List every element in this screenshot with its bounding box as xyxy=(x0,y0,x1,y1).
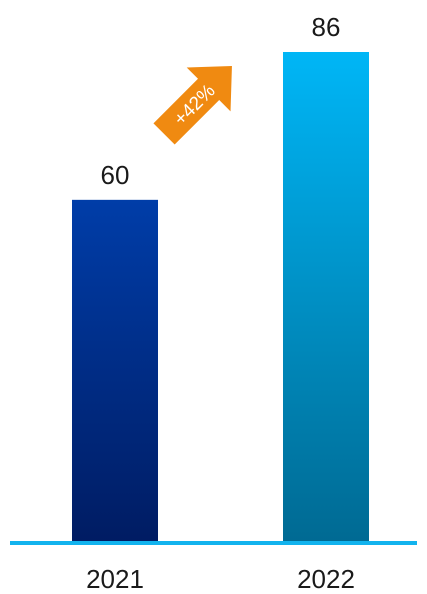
growth-arrow-shape xyxy=(153,66,232,145)
bar-2021 xyxy=(72,199,158,541)
bar-value-label-2022: 86 xyxy=(312,12,341,42)
x-tick-label-2021: 2021 xyxy=(86,564,144,594)
bar-2022 xyxy=(283,52,369,541)
bar-value-label-2021: 60 xyxy=(101,160,130,190)
growth-arrow-icon: +42% xyxy=(153,66,232,145)
x-tick-label-2022: 2022 xyxy=(297,564,355,594)
